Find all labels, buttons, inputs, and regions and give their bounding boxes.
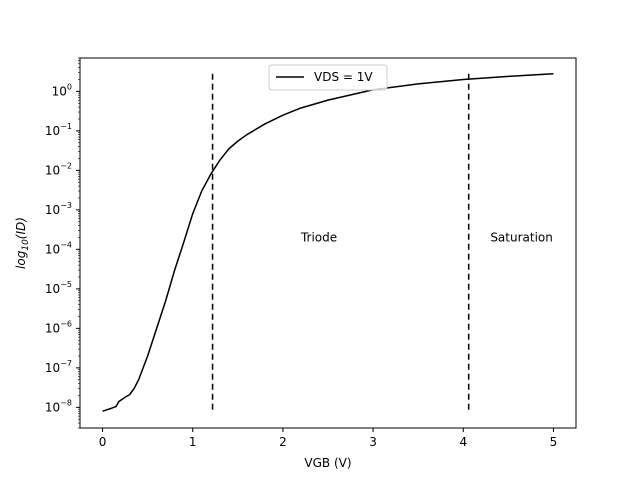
- x-tick-label: 5: [550, 435, 558, 449]
- y-tick-label: 10−4: [45, 240, 72, 256]
- x-axis-label: VGB (V): [304, 456, 351, 470]
- y-tick-label: 10−5: [45, 280, 72, 296]
- x-tick-label: 2: [279, 435, 287, 449]
- x-tick-label: 3: [369, 435, 377, 449]
- legend-box: [268, 64, 388, 91]
- x-tick-label: 0: [99, 435, 107, 449]
- y-axis-label-base: log: [14, 250, 28, 269]
- vertical-lines: [211, 73, 470, 412]
- annotations: Triode Saturation: [300, 230, 553, 244]
- y-axis-label: log10(ID): [14, 217, 31, 269]
- y-tick-label: 10−7: [45, 359, 72, 375]
- y-axis-label-sub: 10: [21, 239, 31, 251]
- y-tick-label: 10−6: [45, 319, 72, 335]
- y-tick-label: 10−3: [45, 201, 72, 217]
- y-axis-label-rest: (ID): [14, 217, 28, 239]
- y-tick-label: 10−8: [45, 398, 72, 414]
- legend-label: VDS = 1V: [314, 70, 373, 84]
- x-axis: 0 1 2 3 4 5: [99, 428, 558, 449]
- plot-background: [80, 58, 576, 428]
- region-annotation: Saturation: [490, 230, 553, 244]
- y-tick-label: 10−1: [45, 122, 72, 138]
- x-tick-label: 4: [459, 435, 467, 449]
- series-layer: [102, 72, 554, 412]
- legend: VDS = 1V: [268, 64, 388, 91]
- y-tick-label: 10−2: [45, 161, 72, 177]
- y-tick-label: 100: [52, 82, 72, 98]
- plot-frame: [79, 57, 577, 429]
- x-tick-label: 1: [189, 435, 197, 449]
- y-axis: 10−8 10−7 10−6 10−5 10−4 10−3 10−2 10−1 100: [45, 57, 80, 429]
- region-annotation: Triode: [300, 230, 337, 244]
- series-line: [102, 72, 554, 412]
